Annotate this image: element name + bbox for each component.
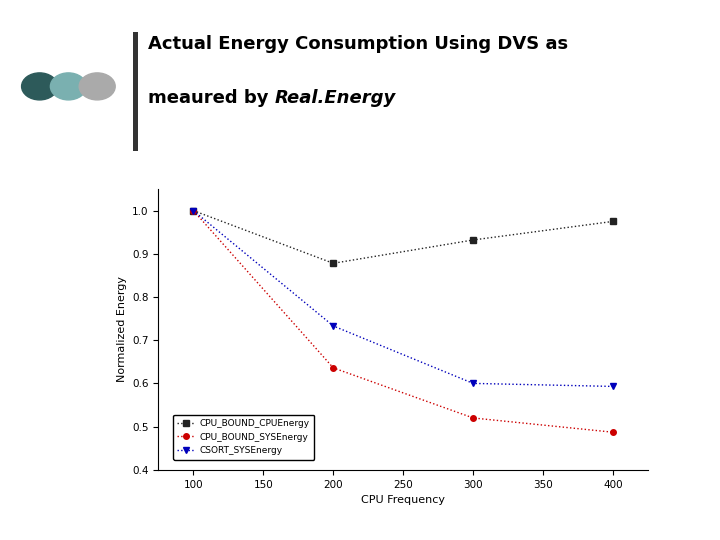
CPU_BOUND_SYSEnergy: [329, 364, 338, 371]
CSORT_SYSEnergy: [189, 207, 198, 214]
CPU_BOUND_CPUEnergy: [189, 207, 198, 214]
CSORT_SYSEnergy: [329, 323, 338, 329]
CPU_BOUND_SYSEnergy: [608, 429, 617, 435]
CSORT_SYSEnergy: [469, 380, 477, 387]
X-axis label: CPU Frequency: CPU Frequency: [361, 495, 445, 505]
CPU_BOUND_SYSEnergy: [189, 207, 198, 214]
Line: CPU_BOUND_SYSEnergy: CPU_BOUND_SYSEnergy: [191, 208, 616, 435]
CPU_BOUND_SYSEnergy: [469, 415, 477, 421]
Line: CSORT_SYSEnergy: CSORT_SYSEnergy: [190, 207, 616, 390]
CSORT_SYSEnergy: [608, 383, 617, 390]
Text: meaured by: meaured by: [148, 89, 275, 107]
CPU_BOUND_CPUEnergy: [329, 260, 338, 267]
CPU_BOUND_CPUEnergy: [608, 218, 617, 225]
Text: Actual Energy Consumption Using DVS as: Actual Energy Consumption Using DVS as: [148, 35, 569, 53]
Legend: CPU_BOUND_CPUEnergy, CPU_BOUND_SYSEnergy, CSORT_SYSEnergy: CPU_BOUND_CPUEnergy, CPU_BOUND_SYSEnergy…: [173, 415, 315, 460]
CPU_BOUND_CPUEnergy: [469, 237, 477, 243]
Y-axis label: Normalized Energy: Normalized Energy: [117, 276, 127, 382]
Line: CPU_BOUND_CPUEnergy: CPU_BOUND_CPUEnergy: [191, 208, 616, 266]
Text: Real.Energy: Real.Energy: [275, 89, 396, 107]
